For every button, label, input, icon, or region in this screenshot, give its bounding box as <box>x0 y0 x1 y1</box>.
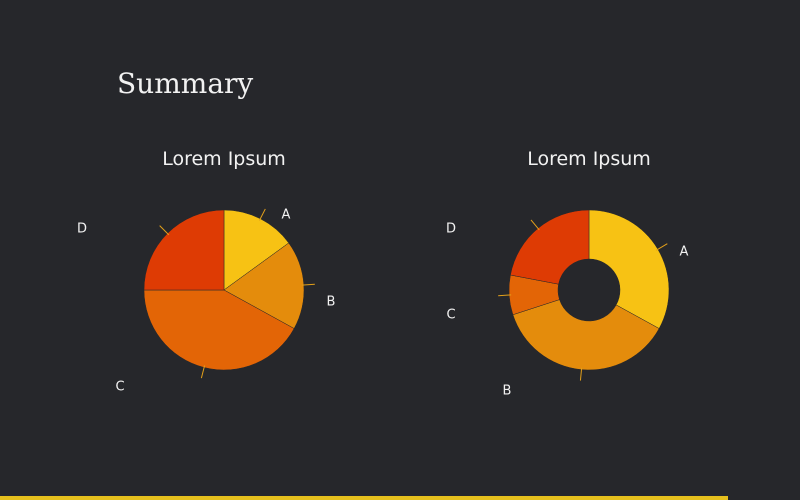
donut-leader-c <box>498 294 512 297</box>
pie-label-c: C <box>115 380 124 395</box>
pie-label-a: A <box>282 208 291 223</box>
pie-label-d: D <box>77 222 87 237</box>
pie-leader-d <box>159 225 170 236</box>
donut-slice-a <box>588 209 670 329</box>
pie-leader-a <box>258 208 266 221</box>
donut-leader-a <box>655 243 668 251</box>
donut-leader-d <box>530 219 540 231</box>
pie-label-b: B <box>327 295 336 310</box>
pie-leader-b <box>301 283 315 286</box>
donut-label-b: B <box>503 384 512 399</box>
pie-chart-title: Lorem Ipsum <box>162 148 286 170</box>
donut-slice-d <box>510 209 590 285</box>
donut-chart: A B C D <box>446 209 689 399</box>
pie-slice-d <box>143 209 225 291</box>
pie-leader-c <box>200 365 206 379</box>
donut-label-d: D <box>446 222 456 237</box>
donut-leader-b <box>579 367 583 381</box>
donut-label-a: A <box>680 245 689 260</box>
donut-label-c: C <box>446 308 455 323</box>
donut-chart-title: Lorem Ipsum <box>527 148 651 170</box>
donut-slice-b <box>512 299 660 371</box>
pie-chart: A B C D <box>77 208 335 395</box>
footer-accent-bar <box>0 496 728 500</box>
page-title: Summary <box>117 67 254 100</box>
